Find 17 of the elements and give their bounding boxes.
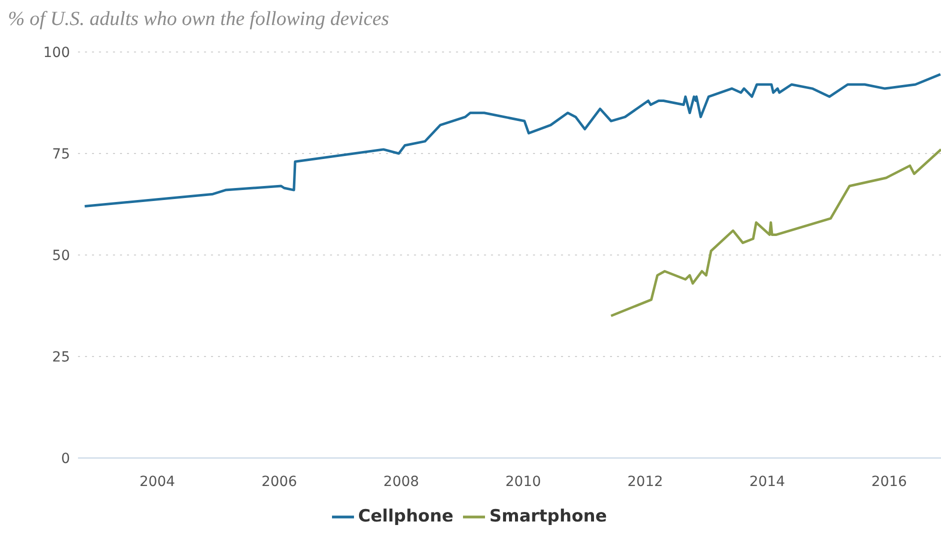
legend-label: Smartphone bbox=[489, 506, 607, 527]
x-tick-label: 2004 bbox=[139, 474, 176, 490]
y-tick-label: 25 bbox=[52, 349, 70, 366]
y-tick-label: 100 bbox=[43, 44, 70, 61]
x-tick-label: 2006 bbox=[261, 474, 298, 490]
x-tick-label: 2014 bbox=[749, 474, 786, 490]
y-tick-label: 75 bbox=[52, 146, 70, 162]
chart-title: % of U.S. adults who own the following devices bbox=[8, 8, 390, 31]
x-tick-label: 2012 bbox=[627, 474, 664, 490]
line-series bbox=[610, 148, 941, 318]
line-series bbox=[83, 73, 941, 208]
legend-label: Cellphone bbox=[358, 506, 454, 527]
y-tick-label: 0 bbox=[61, 450, 70, 467]
y-tick-label: 50 bbox=[52, 248, 70, 264]
x-tick-label: 2010 bbox=[505, 474, 542, 490]
x-tick-label: 2008 bbox=[383, 474, 420, 490]
x-tick-label: 2016 bbox=[871, 474, 908, 490]
